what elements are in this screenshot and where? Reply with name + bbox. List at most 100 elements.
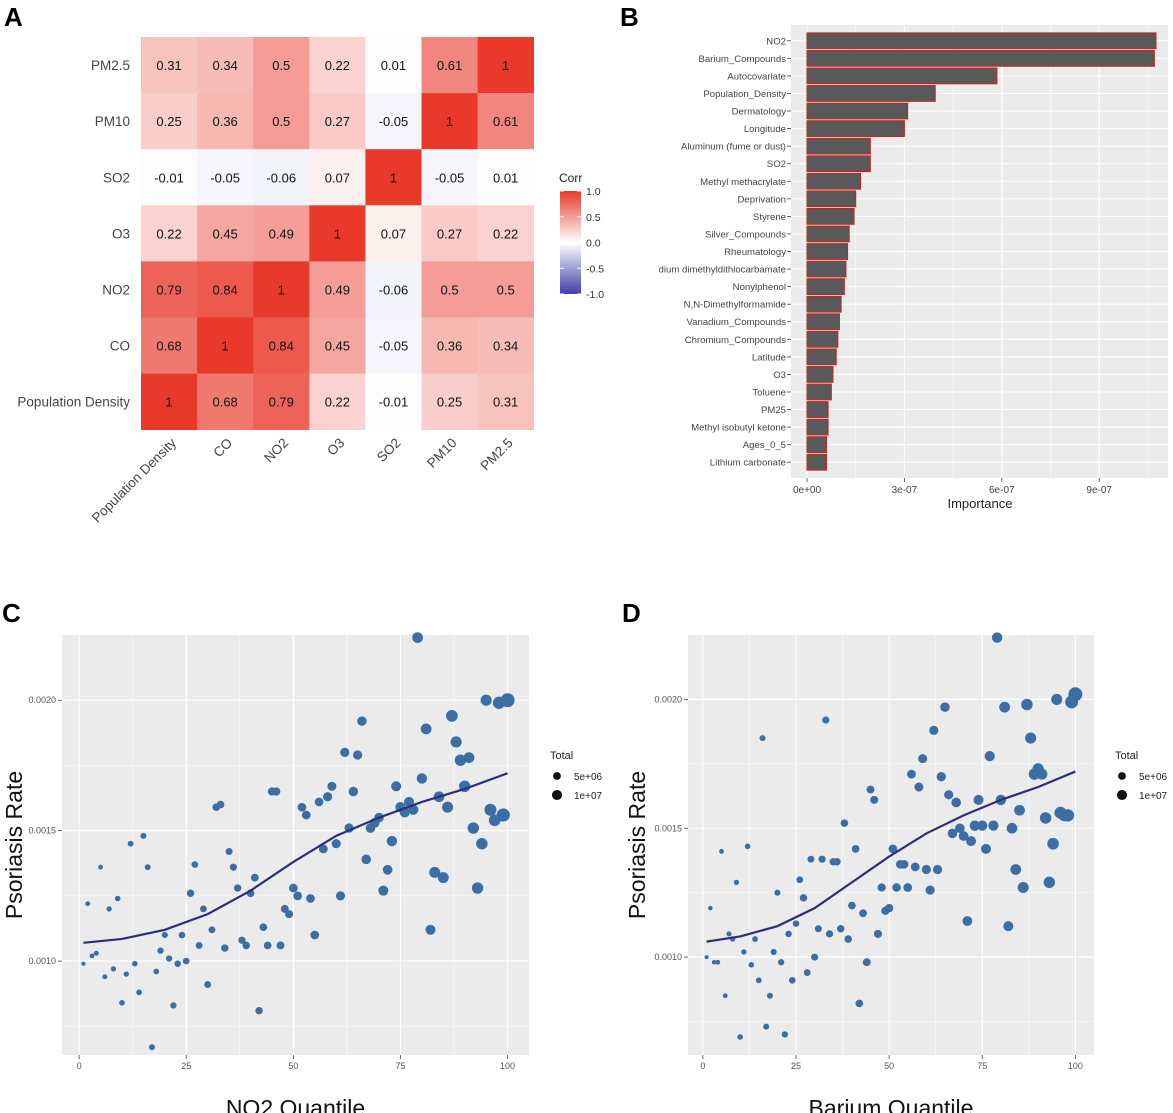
size-legend-label: 1e+07 — [574, 791, 603, 802]
heatmap-column-label: SO2 — [374, 435, 404, 465]
scatter-point — [157, 947, 164, 954]
heatmap-cell — [197, 149, 254, 206]
importance-bar-label: Silver_Compounds — [705, 229, 786, 240]
importance-bar — [806, 260, 847, 278]
heatmap-cell — [253, 373, 310, 430]
scatter-point — [973, 794, 984, 805]
scatter-plot-background — [62, 635, 529, 1055]
scatter-point — [496, 808, 510, 822]
heatmap-cell-value: 0.25 — [437, 395, 462, 410]
scatter-point — [884, 903, 894, 913]
heatmap-cell-value: -0.06 — [379, 282, 409, 297]
heatmap-cell-value: 0.79 — [156, 282, 181, 297]
scatter-point — [951, 797, 961, 808]
scatter-point — [216, 800, 225, 809]
heatmap-cell — [197, 37, 254, 94]
importance-bar — [806, 383, 832, 401]
scatter-point — [925, 885, 935, 895]
scatter-point — [318, 844, 328, 854]
scatter-x-tick-label: 25 — [181, 1061, 191, 1071]
heatmap-cell-value: 1 — [390, 170, 397, 185]
scatter-point — [903, 883, 913, 892]
scatter-point — [110, 966, 117, 972]
heatmap-cell-value: 1 — [278, 282, 285, 297]
scatter-point — [1051, 693, 1063, 705]
scatter-point — [766, 992, 773, 999]
importance-bar-label: Population_Density — [703, 89, 786, 100]
heatmap-cell-value: -0.01 — [379, 395, 409, 410]
scatter-point — [715, 959, 721, 965]
scatter-point — [123, 971, 129, 977]
scatter-point — [918, 754, 928, 764]
scatter-point — [259, 923, 268, 932]
heatmap-cell-value: 0.79 — [269, 395, 294, 410]
heatmap-cell-value: 1 — [502, 58, 509, 73]
importance-bar — [806, 155, 871, 173]
scatter-point — [807, 855, 815, 863]
importance-bar — [806, 330, 839, 348]
panel-c-label: C — [2, 598, 21, 628]
scatter-point — [446, 710, 458, 722]
scatter-x-tick-label: 0 — [700, 1061, 705, 1071]
importance-bar — [806, 49, 1155, 67]
scatter-point — [840, 819, 849, 827]
importance-bar — [806, 67, 998, 85]
scatter-point — [412, 632, 423, 643]
heatmap-cell-value: 0.45 — [212, 226, 237, 241]
heatmap-cell-value: 0.84 — [269, 339, 294, 354]
scatter-point — [741, 949, 747, 955]
heatmap-cell — [421, 149, 478, 206]
scatter-point — [1061, 809, 1075, 822]
heatmap-cell — [421, 205, 478, 262]
importance-bar — [806, 85, 936, 102]
heatmap-cell-value: 0.22 — [156, 226, 181, 241]
scatter-point — [1017, 881, 1029, 894]
scatter-point — [803, 969, 811, 976]
heatmap-cell-value: -0.05 — [379, 339, 409, 354]
scatter-point — [229, 863, 237, 871]
importance-bar — [806, 313, 840, 331]
heatmap-row-label: PM10 — [95, 114, 130, 129]
scatter-point — [476, 837, 488, 850]
scatter-point — [429, 866, 441, 878]
heatmap-cell — [141, 261, 198, 318]
heatmap-cell — [477, 373, 534, 430]
heatmap-cell-value: 0.36 — [437, 339, 462, 354]
scatter-point — [140, 832, 147, 839]
importance-bar — [806, 225, 850, 243]
importance-bar — [806, 348, 837, 366]
heatmap-cell — [309, 373, 366, 430]
importance-bar-label: Ages_0_5 — [743, 440, 786, 451]
scatter-point — [425, 924, 436, 935]
importance-bar-label: Toluene — [752, 387, 786, 398]
scatter-point — [255, 1006, 263, 1015]
heatmap-cell-value: 0.5 — [272, 58, 290, 73]
heatmap-cell — [253, 37, 310, 94]
scatter-point — [165, 955, 173, 962]
scatter-point — [929, 725, 939, 735]
scatter-point — [774, 889, 781, 896]
importance-bar-label: Chromium_Compounds — [685, 335, 787, 346]
heatmap-cell — [197, 317, 254, 374]
heatmap-cell — [253, 205, 310, 262]
panel-d-barium-scatter: D 0 25 50 75 100 0.0010 0.0015 0.0020 Barium Qua… — [622, 598, 1168, 1113]
heatmap-cell — [309, 205, 366, 262]
heatmap-cell — [309, 37, 366, 94]
heatmap-cell-value: 0.27 — [437, 226, 462, 241]
heatmap-cell-value: 0.36 — [212, 114, 237, 129]
scatter-point — [844, 935, 852, 943]
scatter-point — [378, 885, 389, 896]
scatter-point — [892, 883, 901, 892]
scatter-point — [301, 810, 311, 820]
heatmap-cell-value: -0.05 — [210, 170, 240, 185]
importance-bar-label: Barium_Compounds — [699, 54, 787, 65]
scatter-point — [704, 955, 709, 960]
scatter-point — [263, 941, 272, 950]
scatter-point — [335, 891, 346, 901]
heatmap-cell-value: -0.06 — [266, 170, 296, 185]
scatter-x-tick-label: 100 — [500, 1061, 515, 1071]
heatmap-cell — [421, 93, 478, 150]
scatter-point — [1006, 822, 1018, 834]
importance-bar-label: Aluminum (fume or dust) — [681, 142, 786, 153]
panel-b-label: B — [620, 2, 639, 32]
